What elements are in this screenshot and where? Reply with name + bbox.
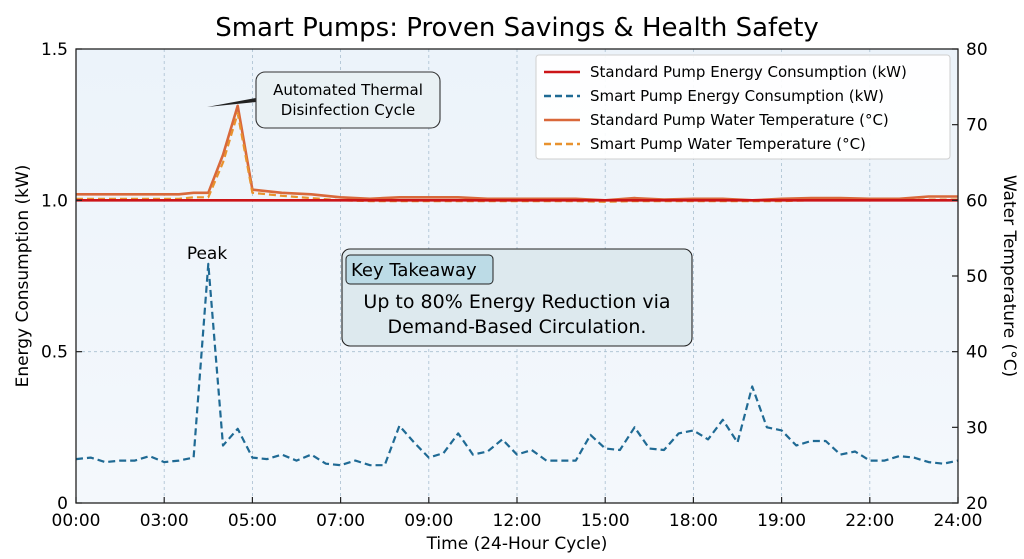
legend-label: Smart Pump Water Temperature (°C) xyxy=(590,135,866,153)
grid xyxy=(76,49,958,503)
chart-title: Smart Pumps: Proven Savings & Health Saf… xyxy=(215,13,819,43)
x-tick-label: 07:00 xyxy=(316,511,365,531)
x-tick-label: 24:00 xyxy=(934,511,983,531)
y-tick-label: 0.5 xyxy=(41,343,68,363)
x-tick-label: 09:00 xyxy=(404,511,453,531)
x-tick-label: 03:00 xyxy=(140,511,189,531)
series-line-2 xyxy=(76,104,958,202)
legend-label: Smart Pump Energy Consumption (kW) xyxy=(590,87,884,105)
peak-label: Peak xyxy=(187,244,228,264)
x-tick-label: 18:00 xyxy=(669,511,718,531)
y-tick-label-right: 30 xyxy=(966,418,988,438)
ticks xyxy=(75,48,959,504)
callout-line1: Up to 80% Energy Reduction via xyxy=(363,291,670,313)
x-tick-label: 22:00 xyxy=(845,511,894,531)
y-tick-label-right: 60 xyxy=(966,191,988,211)
legend-entries: Standard Pump Energy Consumption (kW) Sma… xyxy=(544,63,907,153)
disinfection-arrow xyxy=(207,98,256,107)
disinfection-annotation-line2: Disinfection Cycle xyxy=(281,101,415,119)
legend-label: Standard Pump Water Temperature (°C) xyxy=(590,111,889,129)
y-axis-label: Energy Consumption (kW) xyxy=(13,165,33,388)
disinfection-annotation-line1: Automated Thermal xyxy=(273,81,423,99)
disinfection-annotation: Automated Thermal Disinfection Cycle xyxy=(207,71,441,129)
x-tick-label: 19:00 xyxy=(757,511,806,531)
series-line-1 xyxy=(75,262,959,467)
y-tick-label: 1.5 xyxy=(41,40,68,60)
x-tick-label: 12:00 xyxy=(493,511,542,531)
legend: Standard Pump Energy Consumption (kW) Sma… xyxy=(535,54,951,160)
key-takeaway-callout: Key Takeaway Up to 80% Energy Reduction … xyxy=(341,248,693,347)
x-tick-label: 00:00 xyxy=(52,511,101,531)
legend-label: Standard Pump Energy Consumption (kW) xyxy=(590,63,907,81)
y-tick-label: 0 xyxy=(57,494,68,514)
callout-heading: Key Takeaway xyxy=(351,260,477,281)
x-tick-label: 15:00 xyxy=(581,511,630,531)
x-tick-label: 05:00 xyxy=(228,511,277,531)
y-tick-label: 1.0 xyxy=(41,191,68,211)
y-tick-label-right: 50 xyxy=(966,267,988,287)
callout-heading-box xyxy=(345,254,494,285)
y-tick-label-right: 20 xyxy=(966,494,988,514)
y-tick-label-right: 40 xyxy=(966,343,988,363)
tick-labels: 00:00 03:00 05:00 07:00 09:00 12:00 15:00 18:00… xyxy=(41,40,988,531)
y-tick-label-right: 80 xyxy=(966,40,988,60)
disinfection-annotation-box xyxy=(255,71,441,129)
y-axis-label-right: Water Temperature (°C) xyxy=(999,175,1019,377)
callout-line2: Demand-Based Circulation. xyxy=(388,316,647,338)
legend-box xyxy=(535,54,951,160)
x-axis-label: Time (24-Hour Cycle) xyxy=(426,534,608,554)
series-layer xyxy=(75,104,959,467)
y-tick-label-right: 70 xyxy=(966,116,988,136)
